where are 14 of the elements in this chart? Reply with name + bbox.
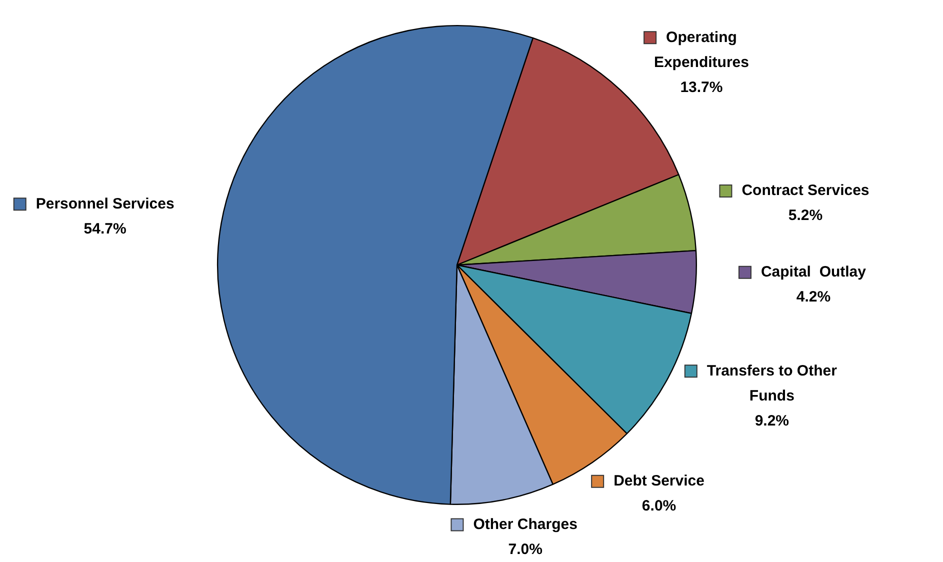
legend-label: Other Charges bbox=[473, 516, 578, 533]
legend-label: Debt Service bbox=[614, 472, 704, 490]
legend-label: Operating Expenditures bbox=[654, 28, 749, 71]
data-label: 9.2% bbox=[754, 412, 790, 430]
data-label: 7.0% bbox=[508, 540, 542, 558]
data-label: 4.2% bbox=[796, 288, 831, 306]
legend-label: Personnel Services bbox=[36, 195, 174, 212]
data-label: 54.7% bbox=[84, 220, 126, 238]
legend-label: Transfers to Other Funds bbox=[706, 362, 838, 404]
legend-label: Capital Outlay bbox=[760, 263, 867, 280]
data-label: 5.2% bbox=[788, 207, 823, 224]
legend-label: Contract Services bbox=[742, 182, 870, 200]
data-label: 6.0% bbox=[642, 497, 676, 514]
data-label: 13.7% bbox=[680, 78, 723, 96]
